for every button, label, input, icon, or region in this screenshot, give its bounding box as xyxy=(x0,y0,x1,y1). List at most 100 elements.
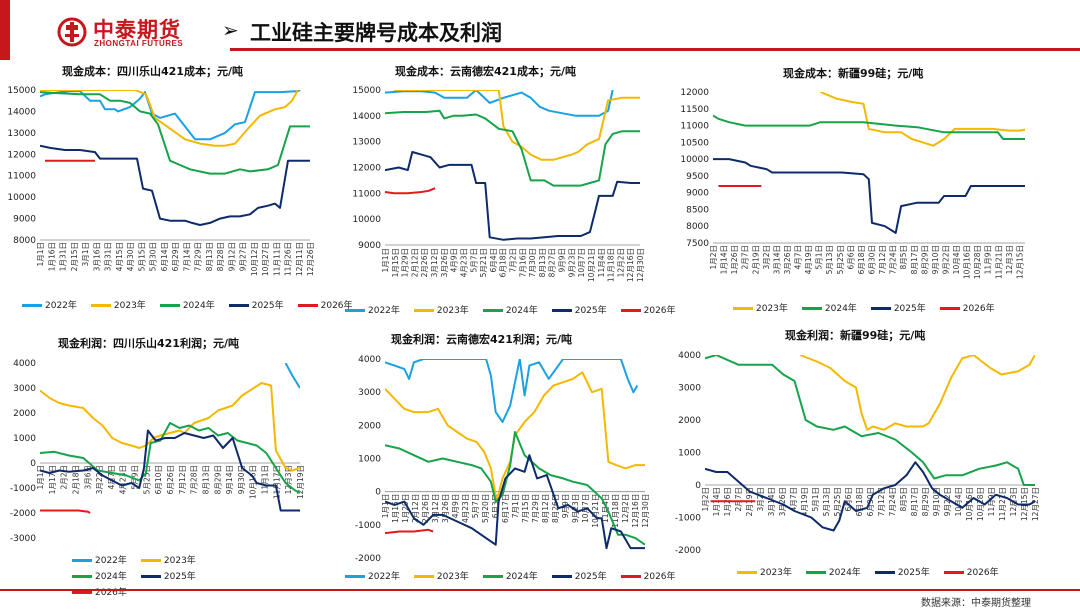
series-line-2023年 xyxy=(394,90,640,161)
legend-swatch xyxy=(90,304,111,307)
legend-label: 2022年 xyxy=(368,306,400,316)
series-line-2023年 xyxy=(799,355,1035,431)
chart-title: 现金成本：四川乐山421成本；元/吨 xyxy=(62,65,243,78)
legend-label: 2023年 xyxy=(163,556,196,566)
x-tick-label: 3月12日 xyxy=(431,494,440,523)
x-tick-label: 5月9日 xyxy=(131,465,140,490)
y-tick-label: 1000 xyxy=(13,434,36,444)
legend-swatch xyxy=(140,559,161,562)
legend-swatch xyxy=(345,309,365,312)
x-tick-label: 4月7日 xyxy=(789,487,798,512)
legend-label: 2025年 xyxy=(251,301,284,311)
logo-text-cn: 中泰期货 xyxy=(93,18,181,42)
legend-swatch xyxy=(620,575,641,578)
x-tick-label: 1月16日 xyxy=(47,242,56,271)
x-tick-label: 5月1日 xyxy=(811,487,820,512)
title-underline xyxy=(230,48,1080,51)
legend-item: 2025年 xyxy=(874,565,930,578)
x-tick-label: 4月23日 xyxy=(461,494,470,523)
x-tick-label: 8月12日 xyxy=(541,494,550,523)
x-tick-label: 8月13日 xyxy=(538,248,547,277)
x-tick-label: 4月15日 xyxy=(115,242,124,271)
x-tick-label: 10月21日 xyxy=(587,248,596,282)
x-tick-label: 12月2日 xyxy=(616,248,625,277)
y-tick-label: 8500 xyxy=(686,205,709,215)
x-tick-label: 2月19日 xyxy=(751,245,760,274)
x-tick-label: 6月10日 xyxy=(154,465,163,494)
x-tick-label: 4月19日 xyxy=(804,245,813,274)
x-tick-label: 6月18日 xyxy=(499,248,508,277)
x-tick-label: 7月16日 xyxy=(518,248,527,277)
y-tick-label: 9000 xyxy=(13,215,36,225)
y-tick-label: 11500 xyxy=(680,105,709,115)
legend-label: 2023年 xyxy=(756,304,788,314)
x-tick-label: 8月13日 xyxy=(205,242,214,271)
legend-swatch xyxy=(297,304,318,307)
x-tick-label: 2月26日 xyxy=(421,494,430,523)
x-tick-label: 9月14日 xyxy=(225,465,234,494)
series-line-2023年 xyxy=(820,92,1025,147)
legend-swatch xyxy=(22,304,42,307)
legend-label: 2026年 xyxy=(320,301,353,311)
legend-label: 2026年 xyxy=(643,572,676,582)
chart-yunnan-cost: 现金成本：云南德宏421成本；元/吨 9000 10000 11000 12000 13… xyxy=(345,55,685,316)
x-tick-label: 10月12日 xyxy=(250,242,259,276)
y-tick-label: -2000 xyxy=(10,509,36,519)
chart-plot: -3000 -2000 -1000 0 1000 2000 3000 4000 1月1日 1月17… xyxy=(10,359,305,544)
series-group xyxy=(40,363,300,514)
chart-title: 现金利润：四川乐山421利润；元/吨 xyxy=(58,337,239,350)
legend-swatch xyxy=(413,309,434,312)
x-tick-label: 7月2日 xyxy=(509,248,518,273)
x-tick-label: 11月21日 xyxy=(994,245,1003,279)
series-line-2023年 xyxy=(40,382,300,472)
chart-legend: 2022年 2023年 2024年 2025年 2026年 xyxy=(72,553,272,601)
series-group xyxy=(385,90,640,241)
series-group xyxy=(713,92,1025,234)
x-tick-label: 8月28日 xyxy=(216,242,225,271)
x-tick-label: 8月5日 xyxy=(899,245,908,270)
x-tick-label: 8月17日 xyxy=(910,245,919,274)
chart-yunnan-profit: 现金利润：云南德宏421利润；元/吨 -2000 -1000 0 1000 2000 30… xyxy=(345,325,676,590)
chart-title: 现金利润：新疆99硅；元/吨 xyxy=(785,329,926,342)
x-tick-label: 9月23日 xyxy=(571,494,580,523)
x-tick-label: 9月30日 xyxy=(237,465,246,494)
legend-label: 2024年 xyxy=(505,572,538,582)
x-tick-label: 11月1日 xyxy=(261,465,270,494)
x-tick-label: 12月30日 xyxy=(636,248,645,282)
x-tick-label: 4月9日 xyxy=(450,248,459,273)
legend-swatch xyxy=(733,307,753,310)
legend-item: 2026年 xyxy=(297,298,353,311)
x-tick-label: 11月9日 xyxy=(987,487,996,516)
series-line-2026年 xyxy=(385,187,436,195)
chart-xinjiang-cost: 现金成本：新疆99硅；元/吨 7500 8000 8500 9000 9500 10000… xyxy=(665,55,1025,315)
x-tick-label: 11月4日 xyxy=(597,248,606,277)
legend-label: 2023年 xyxy=(436,572,469,582)
legend-swatch xyxy=(72,591,92,594)
x-tick-label: 5月15日 xyxy=(137,242,146,271)
x-tick-label: 1月15日 xyxy=(391,248,400,277)
legend-swatch xyxy=(413,575,434,578)
zhongtai-logo-icon xyxy=(57,17,87,47)
legend-swatch xyxy=(345,575,365,578)
y-tick-label: 12000 xyxy=(680,88,709,98)
x-tick-label: 2月12日 xyxy=(411,494,420,523)
x-tick-label: 10月4日 xyxy=(952,245,961,274)
series-line-2026年 xyxy=(40,509,91,514)
x-tick-label: 9月23日 xyxy=(567,248,576,277)
x-tick-label: 8月29日 xyxy=(921,487,930,516)
legend-item: 2023年 xyxy=(733,301,788,314)
x-tick-label: 7月28日 xyxy=(190,465,199,494)
legend-item: 2024年 xyxy=(159,298,215,311)
y-tick-label: 1000 xyxy=(358,455,381,465)
x-tick-label: 5月1日 xyxy=(815,245,824,270)
y-tick-label: 7500 xyxy=(686,239,709,249)
series-group xyxy=(705,355,1035,532)
legend-swatch xyxy=(874,571,895,574)
x-tick-label: 8月13日 xyxy=(201,465,210,494)
y-tick-label: 2000 xyxy=(678,416,701,426)
x-tick-label: 6月3日 xyxy=(491,494,500,519)
y-tick-label: 10500 xyxy=(680,138,709,148)
legend-swatch xyxy=(943,571,964,574)
legend-label: 2022年 xyxy=(45,301,77,311)
y-tick-label: 14000 xyxy=(7,107,36,117)
